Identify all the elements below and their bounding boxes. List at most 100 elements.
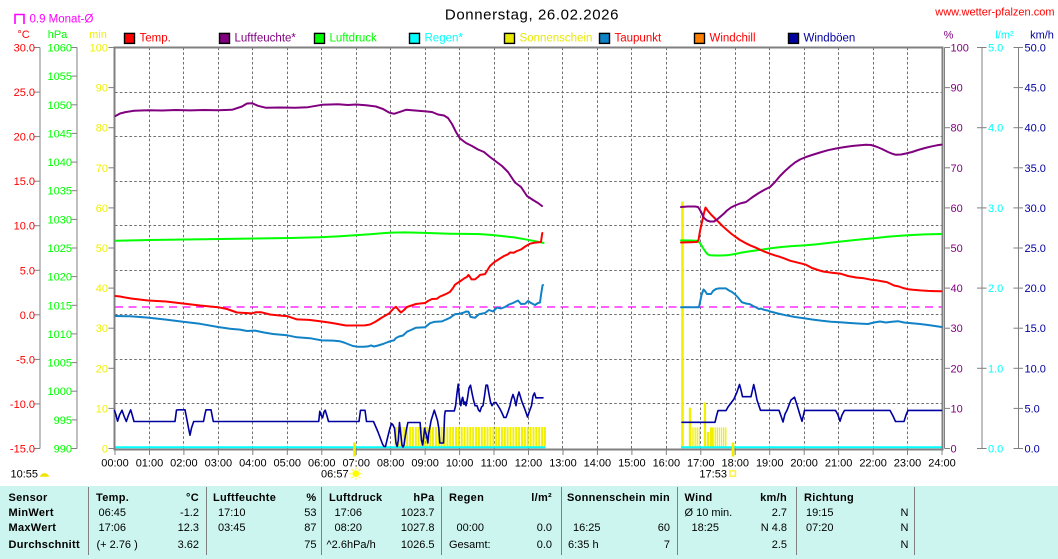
svg-text:Sonnenschein: Sonnenschein [520,33,593,45]
svg-text:12:00: 12:00 [515,458,543,470]
svg-text:0.0: 0.0 [988,444,1003,456]
svg-text:14:00: 14:00 [584,458,612,470]
svg-text:5.0: 5.0 [988,43,1003,55]
svg-text:l/m²: l/m² [995,30,1014,42]
svg-text:0.0: 0.0 [1025,444,1040,456]
svg-text:1055: 1055 [48,71,72,83]
svg-text:min: min [89,29,107,41]
svg-text:04:00: 04:00 [239,458,267,470]
svg-text:5.0: 5.0 [20,265,35,277]
svg-text:07:00: 07:00 [342,458,370,470]
svg-text:995: 995 [54,415,72,427]
svg-text:18:00: 18:00 [721,458,749,470]
svg-text:60: 60 [951,203,963,215]
svg-text:40.0: 40.0 [1025,123,1046,135]
svg-text:50: 50 [951,243,963,255]
svg-text:-5.0: -5.0 [16,354,35,366]
svg-text:70: 70 [951,163,963,175]
svg-text:50.0: 50.0 [1025,43,1046,55]
svg-text:90: 90 [96,83,108,95]
svg-text:Windböen: Windböen [804,33,856,45]
svg-text:80: 80 [951,123,963,135]
svg-text:Donnerstag, 26.02.2026: Donnerstag, 26.02.2026 [445,7,619,24]
svg-text:40: 40 [951,283,963,295]
svg-text:10.0: 10.0 [1025,363,1046,375]
svg-text:Luftfeuchte*: Luftfeuchte* [235,33,297,45]
svg-text:Regen*: Regen* [425,33,464,45]
svg-text:11:00: 11:00 [481,458,508,470]
svg-text:16:00: 16:00 [653,458,681,470]
svg-text:1025: 1025 [48,243,72,255]
svg-text:0.9 Monat-Ø: 0.9 Monat-Ø [30,14,94,26]
svg-text:70: 70 [96,163,108,175]
svg-text:06:57: 06:57 [321,469,349,481]
svg-text:990: 990 [54,444,72,456]
svg-text:-15.0: -15.0 [10,444,35,456]
svg-text:25.0: 25.0 [14,87,35,99]
svg-text:01:00: 01:00 [136,458,164,470]
svg-text:30: 30 [96,323,108,335]
svg-text:05:00: 05:00 [274,458,302,470]
svg-text:1015: 1015 [48,300,72,312]
svg-text:2.0: 2.0 [988,283,1003,295]
svg-text:1005: 1005 [48,358,72,370]
svg-text:10: 10 [96,403,108,415]
svg-text:00:00: 00:00 [101,458,129,470]
svg-text:10: 10 [951,403,963,415]
svg-text:1045: 1045 [48,128,72,140]
svg-text:17:00: 17:00 [687,458,715,470]
svg-text:09:00: 09:00 [411,458,439,470]
svg-text:06:00: 06:00 [308,458,336,470]
svg-text:km/h: km/h [1030,30,1054,42]
svg-text:90: 90 [951,83,963,95]
svg-text:20: 20 [96,363,108,375]
svg-text:10.0: 10.0 [14,221,35,233]
svg-text:Windchill: Windchill [710,33,756,45]
svg-text:22:00: 22:00 [859,458,887,470]
svg-text:40: 40 [96,283,108,295]
svg-text:80: 80 [96,123,108,135]
svg-text:1.0: 1.0 [988,363,1003,375]
svg-text:Luftdruck: Luftdruck [330,33,378,45]
svg-text:Temp.: Temp. [140,33,171,45]
svg-text:30.0: 30.0 [1025,203,1046,215]
svg-text:35.0: 35.0 [1025,163,1046,175]
svg-text:13:00: 13:00 [549,458,577,470]
svg-text:1050: 1050 [48,100,72,112]
svg-text:www.wetter-pfalzen.com: www.wetter-pfalzen.com [934,7,1054,19]
svg-text:%: % [944,30,954,42]
svg-text:03:00: 03:00 [205,458,233,470]
svg-text:5.0: 5.0 [1025,403,1040,415]
svg-text:100: 100 [951,43,969,55]
svg-text:15:00: 15:00 [618,458,646,470]
svg-text:1010: 1010 [48,329,72,341]
svg-text:20.0: 20.0 [14,132,35,144]
svg-text:20: 20 [951,363,963,375]
svg-text:1000: 1000 [48,386,72,398]
svg-text:20.0: 20.0 [1025,283,1046,295]
svg-text:19:00: 19:00 [756,458,784,470]
svg-text:°C: °C [17,29,29,41]
svg-text:02:00: 02:00 [170,458,198,470]
svg-text:0.0: 0.0 [20,310,35,322]
svg-text:4.0: 4.0 [988,123,1003,135]
svg-text:0: 0 [951,444,957,456]
svg-text:30.0: 30.0 [14,43,35,55]
svg-text:10:55: 10:55 [11,469,39,481]
svg-text:3.0: 3.0 [988,203,1003,215]
svg-text:23:00: 23:00 [894,458,922,470]
svg-text:-10.0: -10.0 [10,399,35,411]
svg-text:08:00: 08:00 [377,458,405,470]
svg-text:1040: 1040 [48,157,72,169]
svg-text:24:00: 24:00 [928,458,956,470]
svg-text:60: 60 [96,203,108,215]
svg-text:hPa: hPa [48,29,68,41]
svg-text:45.0: 45.0 [1025,83,1046,95]
svg-text:25.0: 25.0 [1025,243,1046,255]
svg-text:100: 100 [90,43,108,55]
svg-text:50: 50 [96,243,108,255]
svg-text:10:00: 10:00 [446,458,474,470]
svg-text:1020: 1020 [48,272,72,284]
svg-text:1060: 1060 [48,43,72,55]
svg-text:15.0: 15.0 [1025,323,1046,335]
